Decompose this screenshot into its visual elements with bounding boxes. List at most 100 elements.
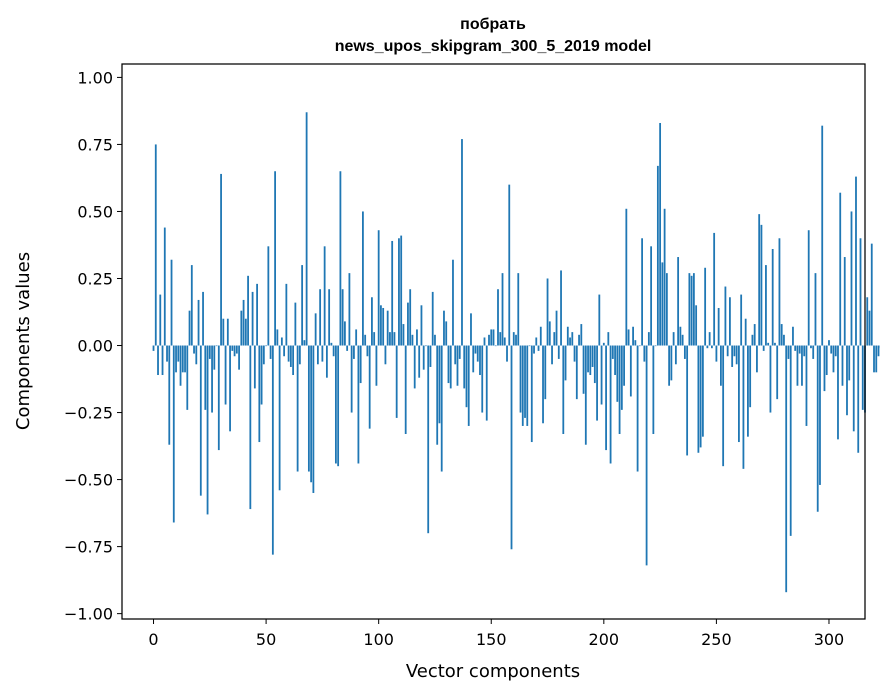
bar-258 <box>733 345 736 357</box>
bar-7 <box>168 345 171 445</box>
bar-224 <box>656 165 659 346</box>
bar-126 <box>436 345 439 445</box>
x-tick-label: 100 <box>363 630 394 649</box>
bar-252 <box>720 345 722 386</box>
bar-168 <box>530 345 533 443</box>
bar-57 <box>280 337 283 346</box>
bar-64 <box>296 345 299 472</box>
bar-171 <box>537 345 540 351</box>
bar-22 <box>202 291 204 346</box>
bar-299 <box>825 345 828 376</box>
bar-62 <box>292 345 295 376</box>
bar-197 <box>596 345 598 421</box>
bar-255 <box>726 345 729 357</box>
y-tick-label: −0.25 <box>64 404 113 423</box>
bar-311 <box>852 345 855 432</box>
bar-112 <box>404 345 407 434</box>
bar-25 <box>208 345 211 359</box>
bar-129 <box>443 310 445 346</box>
bar-261 <box>740 294 743 346</box>
plot-frame <box>121 63 866 620</box>
bar-82 <box>337 345 340 467</box>
bar-204 <box>611 345 614 359</box>
y-tick-label: −0.50 <box>64 471 113 490</box>
bar-288 <box>801 345 803 386</box>
bar-133 <box>452 259 454 346</box>
bar-152 <box>494 345 497 347</box>
bar-229 <box>668 345 671 386</box>
bar-2 <box>157 345 159 376</box>
bar-73 <box>316 345 319 365</box>
bar-250 <box>715 345 718 362</box>
bar-321 <box>875 345 878 373</box>
bar-302 <box>832 345 835 373</box>
bar-154 <box>499 332 502 346</box>
bar-36 <box>233 345 236 357</box>
bar-210 <box>625 208 628 346</box>
bar-100 <box>377 230 380 346</box>
bar-285 <box>794 345 797 351</box>
bar-122 <box>427 345 430 534</box>
bar-54 <box>274 171 276 346</box>
bar-74 <box>319 289 322 346</box>
bar-115 <box>411 334 414 346</box>
bar-45 <box>253 345 256 389</box>
bar-222 <box>652 345 655 434</box>
bar-66 <box>301 265 304 346</box>
bar-151 <box>492 329 495 346</box>
chart-title-line-2: news_upos_skipgram_300_5_2019 model <box>335 38 652 55</box>
bar-102 <box>382 307 385 346</box>
bar-266 <box>751 334 754 346</box>
bar-71 <box>312 345 315 493</box>
bar-9 <box>172 345 175 523</box>
bar-67 <box>303 340 306 346</box>
bar-273 <box>767 342 770 346</box>
x-tick-label: 300 <box>814 630 845 649</box>
bar-289 <box>803 345 806 357</box>
bar-58 <box>283 345 286 357</box>
bar-194 <box>589 345 592 376</box>
bar-191 <box>582 345 585 394</box>
bar-234 <box>679 326 682 346</box>
bar-63 <box>294 302 297 346</box>
bar-75 <box>321 345 324 362</box>
bar-237 <box>686 345 689 456</box>
bar-88 <box>350 345 353 413</box>
bar-281 <box>785 345 788 593</box>
bar-205 <box>614 345 616 376</box>
bar-56 <box>278 345 281 491</box>
bar-6 <box>166 345 168 362</box>
bar-1 <box>154 144 157 346</box>
bar-46 <box>256 283 258 346</box>
bar-84 <box>341 289 344 346</box>
bar-279 <box>780 324 783 346</box>
bar-132 <box>449 345 452 389</box>
bar-182 <box>562 345 565 434</box>
bar-305 <box>839 192 842 346</box>
bar-141 <box>470 313 472 346</box>
bar-50 <box>265 345 267 347</box>
bar-38 <box>238 345 240 370</box>
bar-96 <box>368 345 371 429</box>
bar-165 <box>524 345 526 418</box>
bar-200 <box>602 342 605 346</box>
bar-198 <box>598 294 601 346</box>
bar-188 <box>575 345 578 400</box>
bar-216 <box>638 345 641 347</box>
x-axis-ticks: 0 50 100 150 200 250 300 <box>148 619 844 649</box>
bar-92 <box>359 345 362 384</box>
bar-60 <box>287 345 290 362</box>
bar-161 <box>515 334 517 346</box>
bar-262 <box>742 345 745 469</box>
bar-295 <box>816 345 819 512</box>
bar-116 <box>413 345 416 389</box>
bar-179 <box>555 310 558 346</box>
bar-215 <box>636 345 639 472</box>
bar-193 <box>587 345 589 373</box>
bar-320 <box>873 345 875 373</box>
bar-248 <box>711 345 713 349</box>
bar-94 <box>364 334 367 346</box>
y-tick-label: 0.75 <box>77 135 113 154</box>
bar-306 <box>841 345 844 386</box>
bar-0 <box>152 345 155 351</box>
